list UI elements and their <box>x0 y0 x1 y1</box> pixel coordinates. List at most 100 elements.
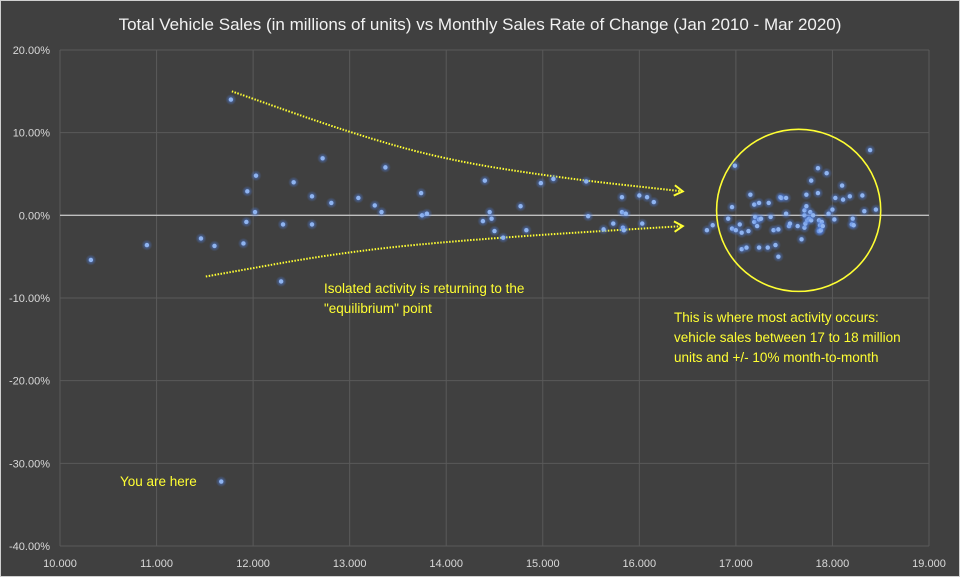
data-point-dot <box>492 228 497 234</box>
data-point-dot <box>372 203 377 208</box>
data-point-dot <box>832 217 837 222</box>
data-point-dot <box>253 173 259 178</box>
data-point <box>515 200 527 212</box>
data-point <box>616 191 628 203</box>
data-point-dot <box>758 216 764 221</box>
data-point <box>241 185 253 197</box>
data-point-dot <box>833 195 838 201</box>
y-tick-label: -40.00% <box>9 541 50 553</box>
data-point-dot <box>704 228 710 233</box>
data-point <box>805 175 817 187</box>
data-point-dot <box>489 216 494 221</box>
data-point-dot <box>725 216 731 221</box>
x-tick-label: 12.000 <box>236 558 270 570</box>
x-tick-label: 16.000 <box>623 558 657 570</box>
data-point-dot <box>228 97 234 102</box>
data-point-dot <box>787 221 793 226</box>
data-point-dot <box>356 195 361 201</box>
data-point <box>306 190 318 202</box>
data-point-dot <box>640 221 645 226</box>
lower-trend-arrow <box>205 225 683 278</box>
data-point-dot <box>252 209 258 215</box>
data-point-dot <box>621 228 627 233</box>
data-point <box>376 206 388 218</box>
data-point-dot <box>487 209 492 215</box>
data-point <box>598 223 610 235</box>
data-point-dot <box>219 479 224 484</box>
data-point <box>421 208 433 220</box>
lower-trend-arrow-head <box>673 220 685 233</box>
data-point-dot <box>850 216 855 221</box>
data-point-dot <box>651 199 657 205</box>
data-point <box>618 224 630 236</box>
data-point-dot <box>644 194 650 200</box>
data-point-dot <box>756 245 762 250</box>
data-point <box>225 94 237 106</box>
annotations: Isolated activity is returning to the "eq… <box>120 90 901 489</box>
data-point-dot <box>329 200 334 206</box>
data-point <box>726 201 738 213</box>
data-point-dot <box>198 236 204 241</box>
data-point-dot <box>732 163 738 168</box>
right-annotation-text: vehicle sales between 17 to 18 million <box>674 330 901 345</box>
data-point-dot <box>379 209 384 215</box>
data-points <box>85 94 882 488</box>
data-point-dot <box>482 178 488 183</box>
data-point <box>277 218 289 230</box>
chart-title: Total Vehicle Sales (in millions of unit… <box>119 15 842 34</box>
x-tick-label: 11.000 <box>140 558 173 570</box>
data-point <box>497 232 509 244</box>
data-point-dot <box>820 223 825 229</box>
data-point-dot <box>480 218 486 224</box>
data-point <box>800 189 812 201</box>
data-point-dot <box>748 192 753 197</box>
data-point-dot <box>804 192 809 197</box>
data-point <box>489 225 500 237</box>
data-point <box>486 213 498 225</box>
data-point <box>858 205 870 217</box>
data-point <box>479 175 491 187</box>
data-point <box>215 476 227 488</box>
x-tick-label: 10.000 <box>43 558 77 570</box>
data-point <box>796 233 808 245</box>
data-point-dot <box>637 193 642 198</box>
y-tick-label: 10.00% <box>13 128 51 140</box>
data-point-dot <box>585 213 591 219</box>
x-tick-label: 14.000 <box>429 558 463 570</box>
data-point-dot <box>839 183 845 188</box>
data-point <box>780 192 792 204</box>
data-point-dot <box>278 279 284 284</box>
data-point-dot <box>773 242 778 248</box>
data-point <box>288 176 300 188</box>
data-point <box>769 239 781 251</box>
data-point-dot <box>611 221 616 226</box>
data-point-dot <box>584 179 589 184</box>
data-point <box>369 199 381 211</box>
data-point <box>317 152 329 164</box>
x-tick-label: 18.000 <box>816 558 850 570</box>
data-point-dot <box>795 223 800 229</box>
data-point <box>520 224 532 236</box>
data-point <box>141 239 153 251</box>
data-point-dot <box>619 194 625 200</box>
data-point-dot <box>729 204 735 210</box>
data-point <box>648 196 660 208</box>
data-point <box>306 218 318 230</box>
data-point <box>836 180 848 192</box>
data-point <box>772 223 784 235</box>
data-point <box>722 213 734 225</box>
data-point <box>580 175 592 187</box>
data-point-dot <box>810 213 816 218</box>
data-point-dot <box>518 204 523 209</box>
data-point-dot <box>783 195 789 201</box>
y-tick-label: 20.00% <box>13 45 51 57</box>
data-point <box>249 206 261 218</box>
data-point-dot <box>241 241 246 246</box>
data-point <box>240 216 252 228</box>
data-point-dot <box>776 227 781 232</box>
data-point-dot <box>768 214 773 220</box>
cluster-circle <box>715 128 882 293</box>
data-point-dot <box>500 235 506 240</box>
data-point <box>864 144 876 156</box>
